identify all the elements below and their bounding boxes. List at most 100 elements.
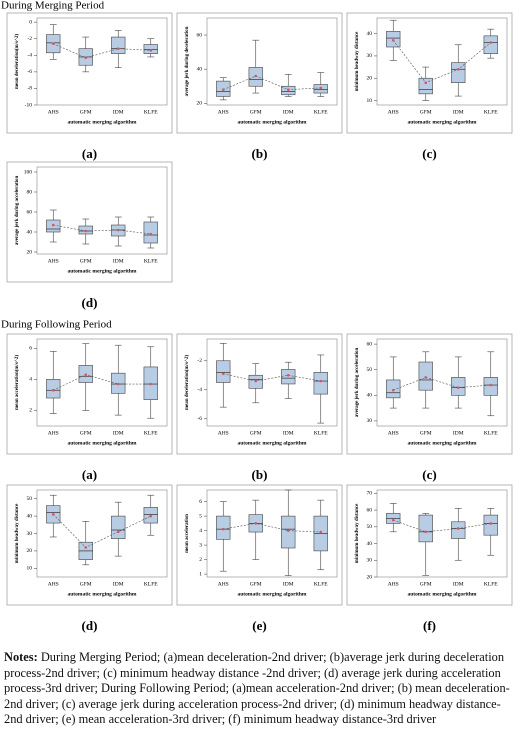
y-tick-label: 30 xyxy=(27,531,33,537)
panel-frame xyxy=(346,484,513,606)
box xyxy=(483,35,498,54)
y-tick-label: -8 xyxy=(27,86,32,92)
mean-line xyxy=(53,43,151,59)
panel-label: (d) xyxy=(82,618,98,633)
y-tick-label: 20 xyxy=(367,574,373,580)
box xyxy=(111,36,126,54)
mean-point xyxy=(221,527,225,531)
x-tick-label: IDM xyxy=(283,430,294,436)
box xyxy=(451,521,466,539)
y-tick-label: 5 xyxy=(199,513,202,519)
mean-point xyxy=(84,56,88,60)
y-tick-label: 2 xyxy=(29,408,32,414)
y-tick-label: 40 xyxy=(367,31,373,37)
y-tick-label: 60 xyxy=(367,507,373,513)
box xyxy=(281,369,296,385)
panel-label: (b) xyxy=(252,467,268,482)
x-axis-label: automatic merging algorithm xyxy=(67,591,136,597)
x-tick-label: AHS xyxy=(218,430,229,436)
y-tick-label: -4 xyxy=(197,387,202,393)
y-tick-label: 100 xyxy=(24,169,33,175)
box xyxy=(216,515,231,540)
x-tick-label: AHS xyxy=(48,258,59,264)
mean-point xyxy=(286,529,290,532)
section-heading: During Following Period xyxy=(1,319,112,331)
box xyxy=(281,515,296,549)
mean-point xyxy=(286,373,290,377)
plot-area xyxy=(206,338,338,427)
panel-label: (b) xyxy=(252,146,268,161)
mean-line xyxy=(53,514,151,548)
x-tick-label: GFM xyxy=(420,109,432,115)
panel-frame xyxy=(6,12,173,134)
y-tick-label: 20 xyxy=(27,249,33,255)
y-tick-label: 60 xyxy=(197,32,203,38)
plot-area xyxy=(206,17,338,106)
mean-point xyxy=(149,382,153,386)
mean-point xyxy=(254,379,258,383)
x-tick-label: AHS xyxy=(388,109,399,115)
y-tick-label: 40 xyxy=(27,229,33,235)
x-tick-label: GFM xyxy=(250,581,262,587)
plot-area xyxy=(36,17,168,106)
y-axis-label: minimum headway distance xyxy=(355,31,360,92)
box xyxy=(216,360,231,383)
mean-line xyxy=(223,75,321,90)
mean-point xyxy=(319,530,323,534)
x-tick-label: KLFE xyxy=(484,109,498,115)
x-axis-label: automatic merging algorithm xyxy=(237,591,306,597)
x-tick-label: IDM xyxy=(113,430,124,436)
y-tick-label: 20 xyxy=(27,548,33,554)
x-tick-label: IDM xyxy=(453,109,464,115)
mean-point xyxy=(51,513,55,516)
y-tick-label: 0 xyxy=(29,19,32,25)
panel-frame xyxy=(346,12,513,134)
mean-point xyxy=(116,47,120,50)
y-tick-label: 30 xyxy=(367,53,373,59)
x-tick-label: KLFE xyxy=(314,109,328,115)
x-tick-label: KLFE xyxy=(144,109,158,115)
y-axis-label: mean acceleration xyxy=(185,514,190,553)
x-axis-label: automatic merging algorithm xyxy=(237,440,306,446)
mean-point xyxy=(254,522,258,525)
x-tick-label: IDM xyxy=(283,109,294,115)
mean-point xyxy=(116,382,120,386)
y-tick-label: 40 xyxy=(197,66,203,72)
mean-point xyxy=(424,81,428,84)
x-axis-label: automatic merging algorithm xyxy=(237,119,306,125)
mean-line xyxy=(393,40,491,84)
plot-area xyxy=(376,338,508,427)
box xyxy=(451,62,466,83)
y-tick-label: 10 xyxy=(27,566,33,572)
x-tick-label: KLFE xyxy=(144,258,158,264)
box xyxy=(46,379,61,399)
x-tick-label: GFM xyxy=(420,581,432,587)
x-tick-label: AHS xyxy=(48,109,59,115)
x-axis-label: automatic merging algorithm xyxy=(407,119,476,125)
mean-point xyxy=(489,522,493,525)
plot-area xyxy=(376,17,508,106)
x-tick-label: KLFE xyxy=(144,581,158,587)
y-tick-label: 3 xyxy=(199,542,202,548)
y-tick-label: 60 xyxy=(27,209,33,215)
y-tick-label: 4 xyxy=(199,528,202,534)
x-tick-label: GFM xyxy=(420,430,432,436)
y-axis-label: average jerk during acceleration xyxy=(355,348,360,418)
mean-point xyxy=(84,546,88,549)
x-axis-label: automatic merging algorithm xyxy=(407,591,476,597)
mean-point xyxy=(489,383,493,387)
mean-point xyxy=(84,229,88,233)
mean-line xyxy=(393,377,491,391)
y-tick-label: 50 xyxy=(27,496,33,502)
mean-point xyxy=(391,388,395,392)
y-tick-label: -6 xyxy=(27,69,32,75)
mean-point xyxy=(424,376,428,379)
y-axis-label: mean acceleration(m/s^2) xyxy=(15,355,20,410)
panel-label: (d) xyxy=(82,295,98,310)
x-tick-label: AHS xyxy=(218,581,229,587)
y-axis-label: average jerk during deceleration xyxy=(185,26,190,96)
mean-point xyxy=(116,530,120,534)
mean-line xyxy=(223,523,321,533)
notes-label: Notes: xyxy=(4,650,38,664)
